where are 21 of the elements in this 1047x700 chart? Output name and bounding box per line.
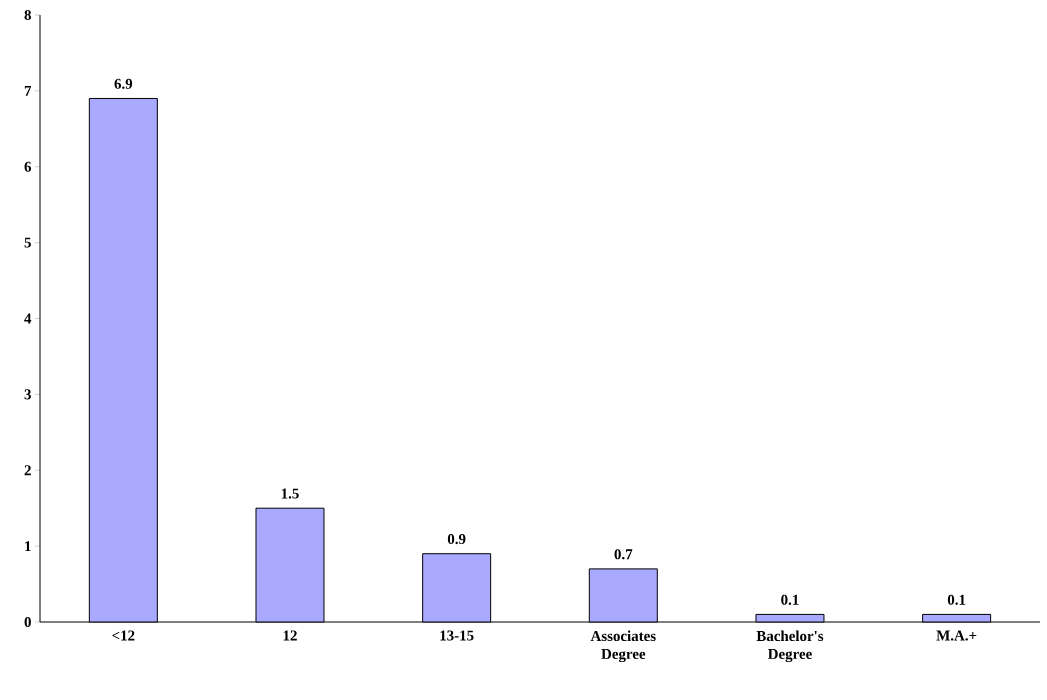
data-label: 0.1 <box>781 594 799 605</box>
data-label: 6.9 <box>114 78 133 89</box>
x-tick-label: Associates Degree <box>590 630 656 663</box>
x-tick-label: M.A.+ <box>936 630 977 641</box>
x-tick-label: 13-15 <box>440 630 474 641</box>
y-tick-label: 4 <box>24 313 32 324</box>
data-label: 0.1 <box>947 594 966 605</box>
x-tick-label: <12 <box>112 630 135 641</box>
y-tick-label: 7 <box>24 85 32 96</box>
y-tick-label: 2 <box>24 465 31 476</box>
y-tick-label: 3 <box>24 389 31 400</box>
y-tick-label: 0 <box>24 616 31 628</box>
data-label: 1.5 <box>281 488 299 499</box>
y-tick-label: 6 <box>24 161 32 172</box>
data-label: 0.7 <box>614 549 633 560</box>
y-tick-label: 5 <box>24 237 31 248</box>
y-tick-label: 1 <box>25 541 31 552</box>
y-tick-label: 8 <box>24 9 31 21</box>
x-tick-label: 12 <box>283 630 297 641</box>
data-label: 0.9 <box>447 534 466 545</box>
x-tick-label: Bachelor's Degree <box>756 630 824 663</box>
